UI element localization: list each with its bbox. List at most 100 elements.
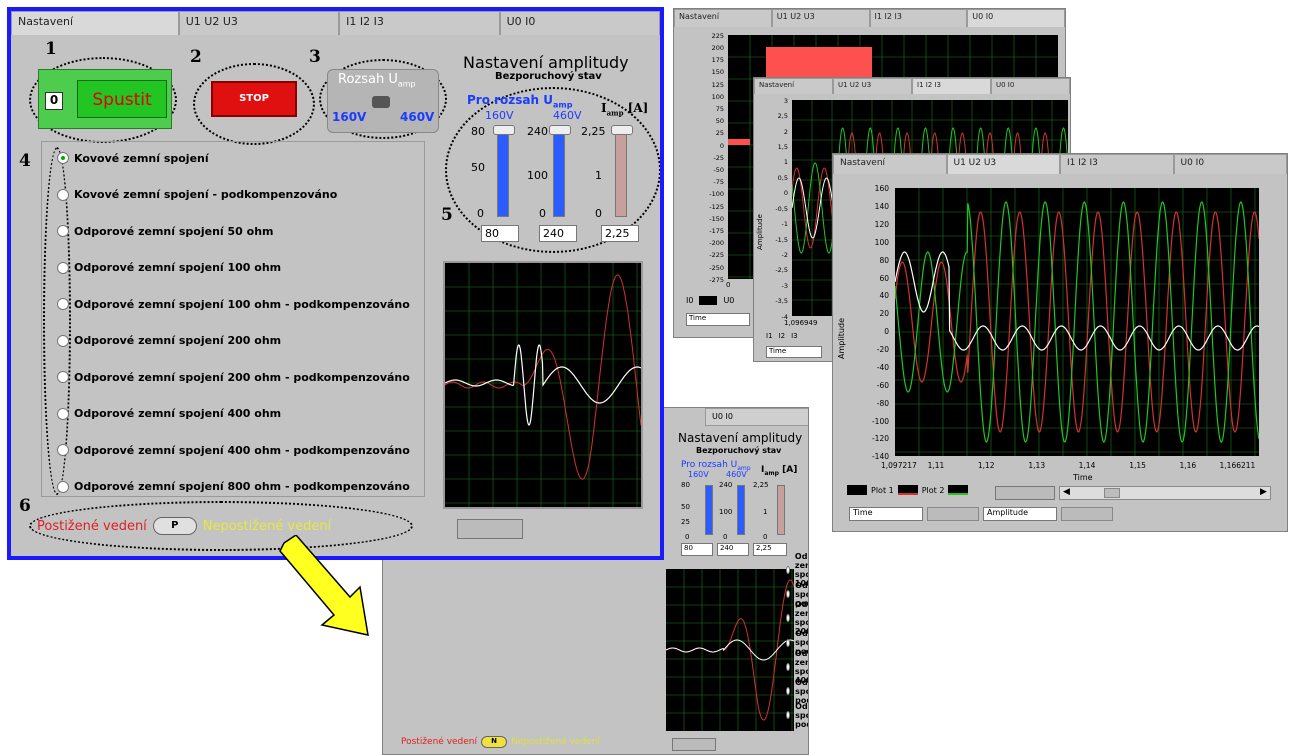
radio-button[interactable] [786,687,791,695]
slider3-value[interactable]: 2,25 [753,543,787,556]
radio-button[interactable] [57,334,69,347]
legend-i0: I0 U0 [686,296,735,305]
slider2-value[interactable]: 240 [539,225,577,242]
bottom-toggle-row[interactable]: Postižené vedení N Nepostižené vedení [401,736,600,748]
slider2-value[interactable]: 240 [717,543,749,556]
tab-u0i0[interactable]: U0 I0 [499,11,660,35]
slider2-track[interactable] [553,129,565,217]
radio-button[interactable] [57,152,69,164]
slider2-track[interactable] [737,485,745,535]
scroll-left-icon[interactable]: ◀ [1063,487,1070,497]
radio-option[interactable]: Odporové zemní spojení 400 ohm [57,405,281,423]
slider1-thumb[interactable] [493,125,515,135]
radio-option[interactable]: Odporové zemní spojení 100 ohm [57,259,281,277]
amplitude-field[interactable]: Amplitude [983,507,1057,521]
y-tick-label: -120 [871,434,889,444]
slider3-track[interactable] [615,129,627,217]
slider1-tick-3: 0 [685,533,690,541]
radio-option[interactable]: Odporové zemní spojení 50 ohm [57,222,273,240]
slider2-head: 460V [553,109,582,122]
time-field[interactable]: Time [686,313,750,326]
radio-option[interactable]: Odporové zemní spojení 200 ohm - podkomp… [57,368,410,386]
radio-option[interactable]: Odporové zemní spojení 100 ohm [786,552,808,588]
radio-option[interactable]: Kovové zemní spojení [57,149,209,167]
radio-button[interactable] [57,371,69,383]
radio-button[interactable] [786,590,791,599]
radio-option[interactable]: Odporové zemní spojení 400 ohm - podkomp… [57,441,410,459]
y-tick-label: 1,5 [777,143,788,152]
tab-u1u2u3[interactable]: U1 U2 U3 [771,9,870,27]
radio-button[interactable] [57,188,69,201]
tab-i1i2i3[interactable]: I1 I2 I3 [1060,154,1174,174]
tab-u0i0[interactable]: U0 I0 [1173,154,1287,174]
slider3-thumb[interactable] [611,125,633,135]
time-field[interactable]: Time [849,507,923,521]
toggle-switch[interactable]: N [481,736,508,748]
tab-u1u2u3[interactable]: U1 U2 U3 [178,11,340,35]
slider3-track[interactable] [777,485,785,535]
tab-i1i2i3[interactable]: I1 I2 I3 [339,11,500,35]
radio-option[interactable]: Odporové zemní spojení 400 ohm - podkomp… [786,678,808,705]
radio-button[interactable] [786,614,790,623]
horizontal-scrollbar[interactable]: ◀ ▶ [1059,486,1271,500]
range-switch[interactable] [372,96,390,108]
y-tick-label: 60 [879,273,889,283]
y-tick-label: -40 [876,362,889,372]
slider3-tick-0: 2,25 [753,481,769,489]
slider2-thumb[interactable] [549,125,571,135]
radio-button[interactable] [57,298,69,310]
radio-button[interactable] [57,444,69,456]
radio-button[interactable] [57,407,69,420]
y-tick-label: 3 [783,96,788,105]
tab-u0i0[interactable]: U0 I0 [967,9,1065,27]
slider1-track[interactable] [705,485,713,535]
graph-tools[interactable] [995,486,1055,500]
main-graph-tools[interactable] [457,519,523,539]
slider2-tick-1: 100 [719,508,733,516]
tab-u0i0[interactable]: U0 I0 [991,78,1070,94]
slider3-value[interactable]: 2,25 [601,225,639,242]
tab-nastaveni[interactable]: Nastavení [833,154,947,174]
radio-button[interactable] [57,225,69,237]
radio-option[interactable]: Odporové zemní spojení 800 ohm - podkomp… [786,702,808,729]
radio-button[interactable] [57,261,69,274]
tab-nastaveni[interactable]: Nastavení [754,78,833,94]
radio-option[interactable]: Odporové zemní spojení 200 ohm [57,332,281,350]
radio-option[interactable]: Odporové zemní spojení 200 ohm - podkomp… [786,629,808,656]
tab-nastaveni[interactable]: Nastavení [11,11,179,35]
radio-button[interactable] [786,662,790,671]
toggle-switch[interactable]: P [152,517,197,535]
scroll-thumb[interactable] [1104,488,1120,498]
radio-button[interactable] [786,711,791,720]
radio-option[interactable]: Odporové zemní spojení 800 ohm - podkomp… [57,478,410,496]
stop-button[interactable]: STOP [211,81,297,117]
y-scale-tools[interactable] [1061,507,1113,521]
radio-option[interactable]: Odporové zemní spojení 400 ohm [786,649,808,685]
slider1-value[interactable]: 80 [481,225,519,242]
radio-option[interactable]: Kovové zemní spojení - podkompenzováno [57,186,337,204]
radio-option[interactable]: Odporové zemní spojení 100 ohm - podkomp… [786,581,808,608]
time-field[interactable]: Time [766,346,822,358]
plot-area [895,188,1259,456]
x-scale-tools[interactable] [927,507,979,521]
radio-button[interactable] [57,480,69,493]
radio-option[interactable]: Odporové zemní spojení 200 ohm [786,600,808,636]
slider2-tick-1: 100 [527,169,548,182]
slider1-tick-2: 0 [477,207,484,220]
annotation-ellipse-2 [193,63,315,145]
bottom-graph-tools[interactable] [672,738,716,751]
tab-u1u2u3[interactable]: U1 U2 U3 [833,78,912,94]
tab-nastaveni[interactable]: Nastavení [674,9,772,27]
start-button[interactable]: Spustit [77,80,167,118]
amplitude-subtitle: Bezporuchový stav [696,446,782,455]
slider1-value[interactable]: 80 [681,543,713,556]
tab-i1i2i3[interactable]: I1 I2 I3 [912,78,991,94]
slider1-track[interactable] [497,129,509,217]
tab-u1u2u3[interactable]: U1 U2 U3 [946,154,1060,174]
tab-i1i2i3[interactable]: I1 I2 I3 [869,9,968,27]
radio-button[interactable] [786,566,790,574]
bottom-tab-u0i0[interactable]: U0 I0 [705,408,808,426]
scroll-right-icon[interactable]: ▶ [1260,487,1267,497]
radio-button[interactable] [786,638,791,647]
radio-option[interactable]: Odporové zemní spojení 100 ohm - podkomp… [57,295,410,313]
